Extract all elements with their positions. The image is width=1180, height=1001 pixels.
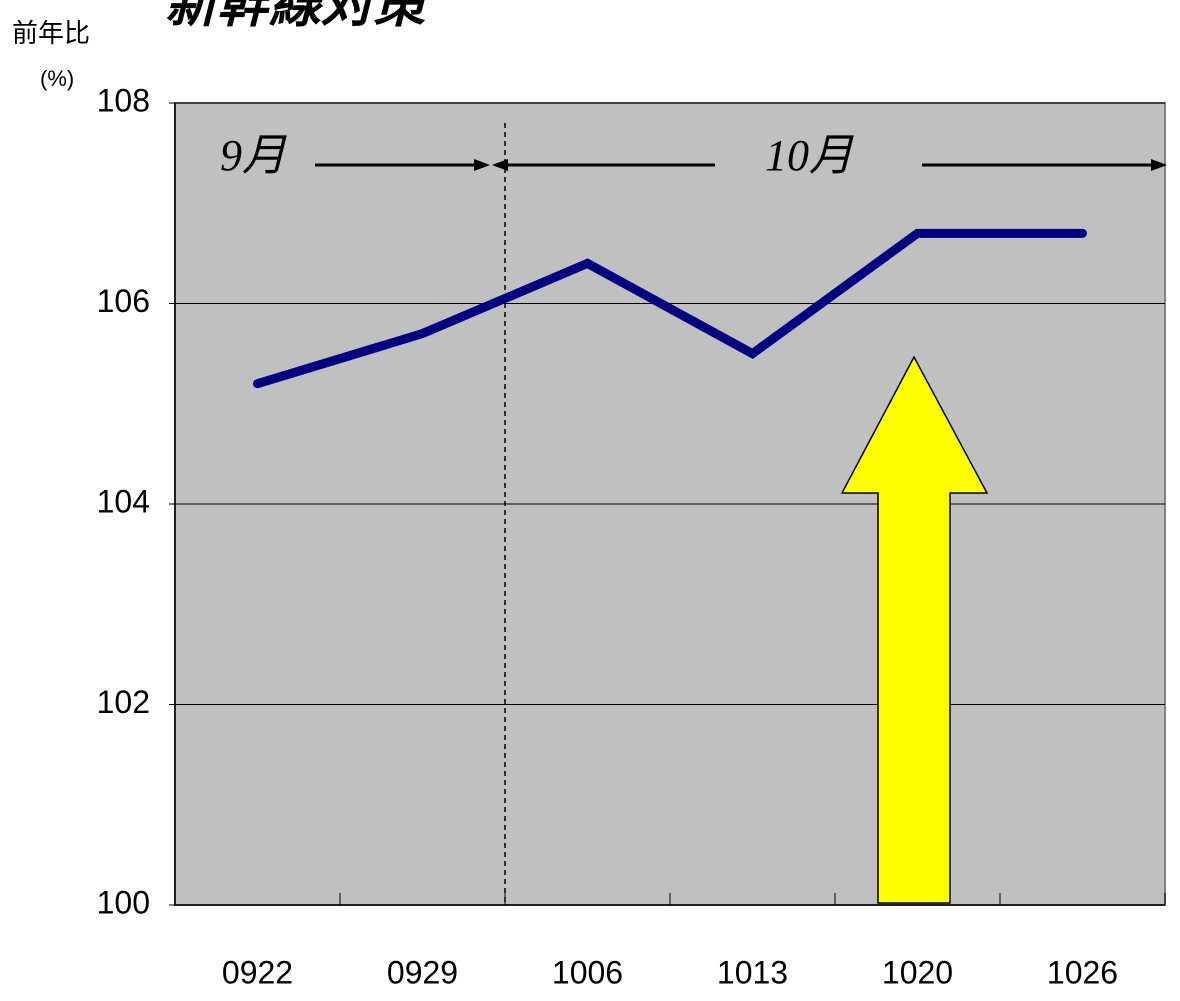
x-tick-label: 1020	[882, 954, 953, 990]
x-tick-label: 0929	[387, 954, 458, 990]
y-tick-label: 106	[97, 283, 150, 319]
y-tick-label: 108	[97, 82, 150, 118]
month-arrows	[315, 159, 1167, 171]
y-axis-unit: (%)	[40, 66, 74, 91]
x-tick-label: 1006	[552, 954, 623, 990]
highlight-arrow	[840, 355, 989, 904]
x-tick-label: 0922	[222, 954, 293, 990]
annotation: 10月	[765, 131, 854, 180]
y-tick-label: 104	[97, 483, 150, 519]
annotation: 9月	[220, 131, 287, 180]
y-axis-label: 前年比	[12, 18, 90, 48]
y-tick-label: 102	[97, 684, 150, 720]
line-series	[253, 228, 1087, 389]
x-tick-label: 1013	[717, 954, 788, 990]
chart-title: 新幹線対策	[165, 0, 433, 34]
y-tick-label: 100	[97, 884, 150, 920]
x-tick-label: 1026	[1047, 954, 1118, 990]
